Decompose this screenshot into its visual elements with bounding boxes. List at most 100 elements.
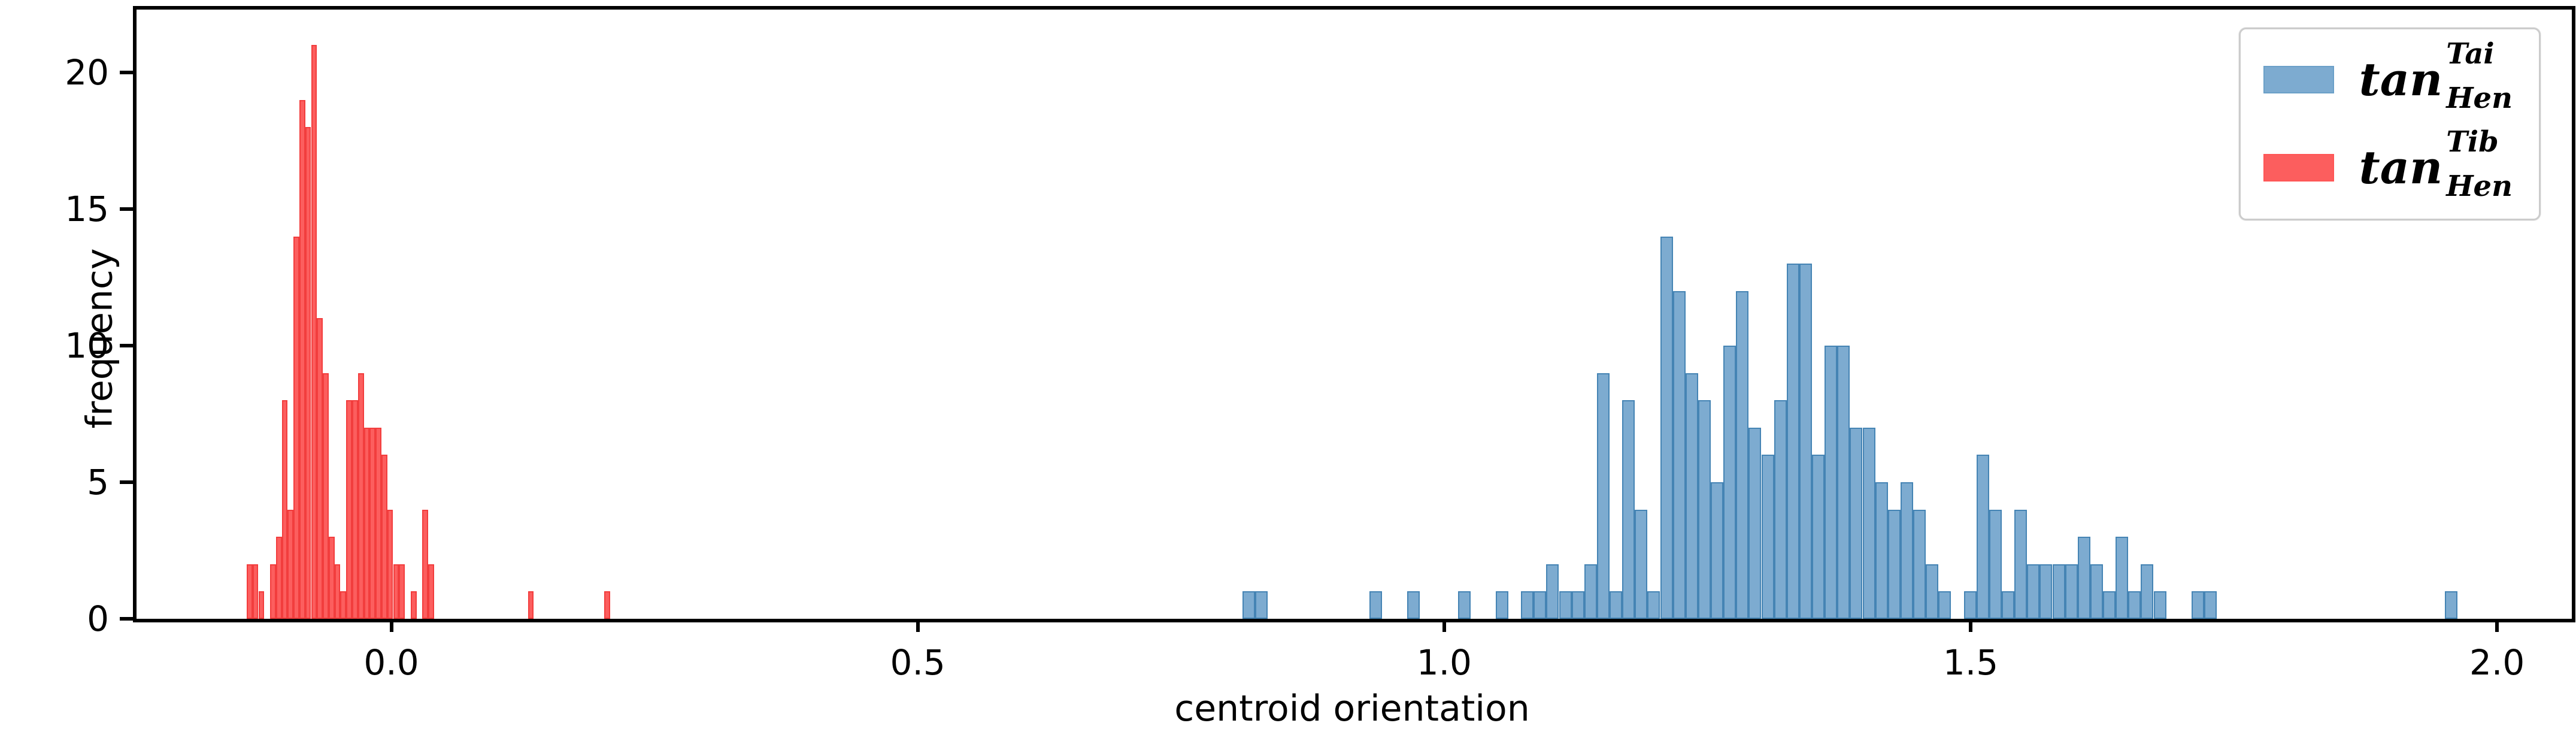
red-histogram-bar (352, 400, 358, 619)
blue-histogram-bar (1521, 591, 1534, 619)
blue-histogram-bar (1875, 482, 1888, 619)
y-tick (120, 617, 133, 621)
x-tick-label: 2.0 (2469, 642, 2525, 683)
x-tick (1968, 619, 1972, 632)
blue-histogram-bar (1850, 427, 1863, 619)
blue-histogram-bar (1242, 591, 1256, 619)
y-tick-label: 0 (87, 598, 109, 639)
blue-histogram-bar (1534, 591, 1547, 619)
blue-histogram-bar (1926, 564, 1939, 619)
blue-histogram-bar (2153, 591, 2166, 619)
y-tick (120, 480, 133, 484)
red-histogram-bar (340, 591, 347, 619)
red-histogram-bar (399, 564, 405, 619)
blue-histogram-bar (2052, 564, 2065, 619)
blue-histogram-bar (1913, 509, 1926, 619)
blue-histogram-bar (2014, 509, 2028, 619)
blue-histogram-bar (1698, 400, 1711, 619)
blue-histogram-bar (1711, 482, 1724, 619)
blue-histogram-bar (1963, 591, 1977, 619)
red-histogram-bar (258, 591, 265, 619)
y-tick (120, 70, 133, 74)
y-tick-label: 20 (65, 52, 109, 93)
x-tick-label: 0.5 (890, 642, 945, 683)
blue-histogram-bar (1837, 345, 1850, 619)
red-histogram-bar (287, 509, 294, 619)
legend-label-blue-base: tan (2359, 53, 2443, 107)
red-histogram-bar (363, 427, 370, 619)
legend-label-red-base: tan (2359, 141, 2443, 195)
blue-histogram-bar (1495, 591, 1508, 619)
red-histogram-bar (393, 564, 399, 619)
blue-histogram-bar (2039, 564, 2053, 619)
blue-histogram-bar (1976, 455, 1989, 619)
x-tick (2495, 619, 2499, 632)
legend-label-red-scripts: Tib Hen (2446, 126, 2513, 201)
blue-histogram-bar (1610, 591, 1623, 619)
y-axis-label: frequency (78, 248, 121, 429)
legend-label-blue-sup: Tai (2446, 37, 2495, 71)
legend-entry-red: tan Tib Hen (2263, 126, 2513, 202)
blue-histogram-bar (2191, 591, 2204, 619)
blue-histogram-bar (2027, 564, 2040, 619)
plot-area: tan Tai Hen tan Tib Hen (133, 6, 2575, 622)
red-histogram-bar (323, 373, 329, 619)
red-histogram-bar (346, 400, 352, 619)
x-tick (389, 619, 393, 632)
blue-histogram-bar (1812, 455, 1825, 619)
blue-histogram-bar (1685, 373, 1698, 619)
red-histogram-bar (387, 509, 393, 619)
blue-histogram-bar (1457, 591, 1471, 619)
red-histogram-bar (317, 318, 323, 619)
x-tick (916, 619, 920, 632)
red-histogram-bar (357, 373, 364, 619)
red-histogram-bar (422, 509, 429, 619)
blue-histogram-bar (1774, 400, 1787, 619)
blue-histogram-bar (1938, 591, 1951, 619)
red-histogram-bar (528, 591, 534, 619)
blue-histogram-bar (2077, 537, 2090, 619)
blue-histogram-bar (1825, 345, 1838, 619)
red-histogram-bar (293, 236, 299, 619)
legend-label-blue: tan Tai Hen (2359, 39, 2513, 114)
blue-histogram-bar (1255, 591, 1268, 619)
blue-histogram-bar (1786, 264, 1799, 619)
red-histogram-bar (334, 564, 341, 619)
red-histogram-bar (604, 591, 610, 619)
blue-histogram-bar (1660, 236, 1673, 619)
blue-histogram-bar (2065, 564, 2078, 619)
y-tick-label: 10 (65, 325, 109, 366)
blue-histogram-bar (1559, 591, 1572, 619)
x-tick-label: 1.5 (1942, 642, 1999, 683)
blue-histogram-bar (2128, 591, 2141, 619)
legend-entry-blue: tan Tai Hen (2263, 39, 2513, 114)
x-tick-label: 0.0 (363, 642, 419, 683)
legend-label-red-sub: Hen (2446, 170, 2513, 204)
blue-histogram-bar (1723, 345, 1736, 619)
red-histogram-bar (252, 564, 259, 619)
legend-swatch-blue (2263, 66, 2334, 94)
blue-histogram-bar (2444, 591, 2457, 619)
blue-histogram-bar (1647, 591, 1660, 619)
blue-histogram-bar (2116, 537, 2129, 619)
x-axis-label: centroid orientation (1174, 688, 1530, 730)
blue-histogram-bar (1989, 509, 2002, 619)
blue-histogram-bar (1407, 591, 1420, 619)
legend: tan Tai Hen tan Tib Hen (2238, 28, 2541, 220)
legend-swatch-red (2263, 154, 2334, 182)
red-histogram-bar (281, 400, 288, 619)
blue-histogram-bar (1900, 482, 1913, 619)
x-tick (1442, 619, 1446, 632)
blue-histogram-bar (1862, 427, 1875, 619)
y-tick (120, 207, 133, 211)
red-histogram-bar (299, 99, 305, 619)
blue-histogram-bar (1672, 291, 1686, 619)
blue-histogram-bar (2002, 591, 2015, 619)
red-histogram-bar (246, 564, 253, 619)
red-histogram-bar (428, 564, 434, 619)
blue-histogram-bar (1748, 427, 1762, 619)
legend-label-blue-scripts: Tai Hen (2446, 39, 2513, 114)
red-histogram-bar (311, 45, 317, 619)
blue-histogram-bar (1546, 564, 1559, 619)
